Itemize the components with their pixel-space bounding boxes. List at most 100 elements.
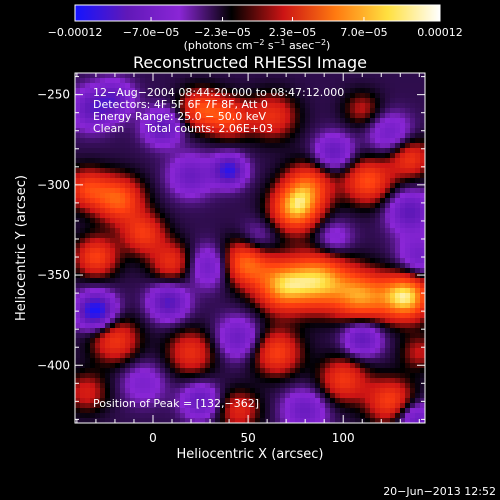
heatmap-cell [155,148,161,154]
heatmap-cell [140,403,146,409]
heatmap-cell [215,168,221,174]
heatmap-cell [150,188,156,194]
heatmap-cell [330,203,336,209]
heatmap-cell [410,333,416,339]
heatmap-cell [310,403,316,409]
heatmap-cell [245,323,251,329]
heatmap-cell [115,408,121,414]
heatmap-cell [210,323,216,329]
heatmap-cell [400,168,406,174]
heatmap-cell [285,133,291,139]
heatmap-cell [405,193,411,199]
heatmap-cell [125,388,131,394]
heatmap-cell [385,163,391,169]
heatmap-cell [190,183,196,189]
heatmap-cell [85,253,91,259]
heatmap-cell [205,218,211,224]
heatmap-cell [400,378,406,384]
heatmap-cell [205,213,211,219]
heatmap-cell [185,258,191,264]
heatmap-cell [85,238,91,244]
heatmap-cell [185,78,191,84]
heatmap-cell [300,223,306,229]
heatmap-cell [215,333,221,339]
heatmap-cell [160,368,166,374]
heatmap-cell [360,398,366,404]
heatmap-cell [185,353,191,359]
heatmap-cell [310,288,316,294]
heatmap-cell [155,363,161,369]
heatmap-cell [395,118,401,124]
heatmap-cell [355,288,361,294]
heatmap-cell [105,73,111,79]
heatmap-cell [195,388,201,394]
heatmap-cell [420,268,425,274]
heatmap-cell [365,103,371,109]
heatmap-cell [355,203,361,209]
heatmap-cell [165,253,171,259]
heatmap-cell [295,348,301,354]
heatmap-cell [180,233,186,239]
heatmap-cell [140,353,146,359]
heatmap-cell [200,328,206,334]
heatmap-cell [280,88,286,94]
heatmap-cell [135,173,141,179]
heatmap-cell [295,358,301,364]
heatmap-cell [370,238,376,244]
heatmap-cell [410,203,416,209]
heatmap-cell [240,413,246,419]
heatmap-cell [345,393,351,399]
heatmap-cell [360,408,366,414]
heatmap-cell [295,253,301,259]
heatmap-cell [190,128,196,134]
heatmap-cell [115,398,121,404]
heatmap-cell [340,233,346,239]
heatmap-cell [95,418,101,423]
heatmap-cell [300,153,306,159]
heatmap-cell [90,353,96,359]
heatmap-cell [115,258,121,264]
heatmap-cell [410,323,416,329]
heatmap-cell [380,333,386,339]
heatmap-cell [100,313,106,319]
heatmap-cell [225,218,231,224]
heatmap-cell [210,393,216,399]
heatmap-cell [315,83,321,89]
heatmap-cell [210,158,216,164]
heatmap-cell [85,318,91,324]
heatmap-cell [195,118,201,124]
heatmap-cell [375,283,381,289]
heatmap-cell [160,223,166,229]
heatmap-cell [175,343,181,349]
heatmap-cell [115,103,121,109]
heatmap-cell [310,388,316,394]
heatmap-cell [405,293,411,299]
heatmap-cell [225,368,231,374]
heatmap-cell [310,283,316,289]
heatmap-cell [335,308,341,314]
heatmap-cell [400,228,406,234]
heatmap-cell [320,373,326,379]
heatmap-cell [390,373,396,379]
heatmap-cell [410,408,416,414]
heatmap-cell [185,123,191,129]
heatmap-cell [195,203,201,209]
heatmap-cell [325,208,331,214]
heatmap-cell [235,323,241,329]
heatmap-cell [395,388,401,394]
heatmap-cell [360,358,366,364]
heatmap-cell [375,208,381,214]
heatmap-cell [335,203,341,209]
heatmap-cell [165,413,171,419]
heatmap-cell [345,288,351,294]
heatmap-cell [75,228,81,234]
heatmap-cell [175,163,181,169]
heatmap-cell [380,343,386,349]
heatmap-cell [410,198,416,204]
heatmap-cell [80,108,86,114]
heatmap-cell [90,188,96,194]
heatmap-cell [415,238,421,244]
heatmap-cell [205,408,211,414]
heatmap-cell [285,248,291,254]
heatmap-cell [135,273,141,279]
